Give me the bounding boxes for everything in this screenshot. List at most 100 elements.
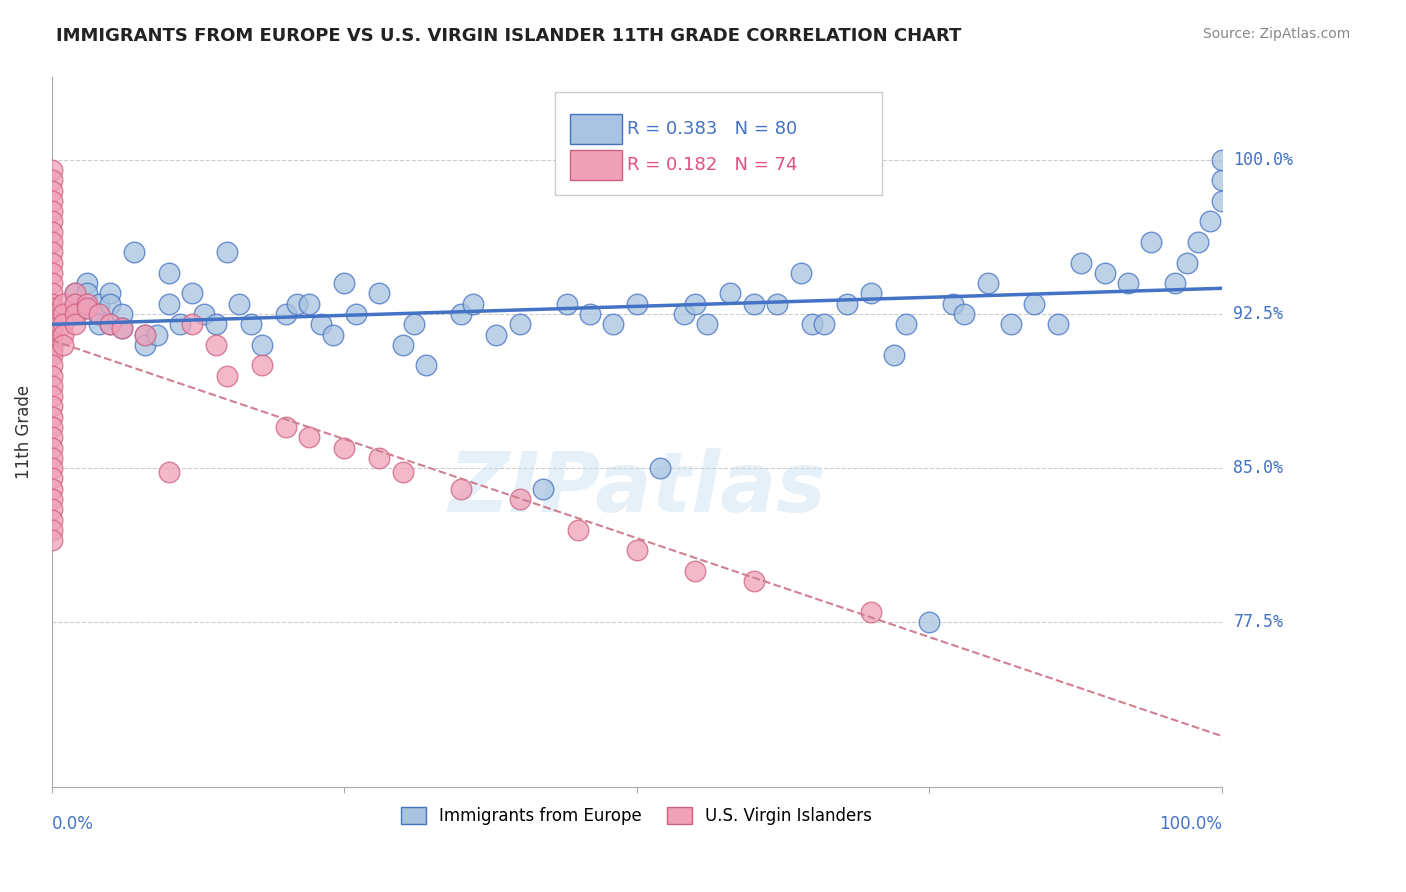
Point [41,245,63,260]
Point [41,482,63,496]
Point [672,307,695,321]
Point [41,400,63,414]
Point [252,359,274,373]
Point [579,307,602,321]
Text: 85.0%: 85.0% [1233,459,1284,477]
Point [41,471,63,485]
Point [41,430,63,444]
Point [415,359,437,373]
Point [122,245,145,260]
Point [41,214,63,228]
Point [63,307,86,321]
Point [63,296,86,310]
Point [98,286,121,301]
Point [193,307,215,321]
Point [1211,153,1233,167]
Point [41,441,63,455]
Text: R = 0.383   N = 80: R = 0.383 N = 80 [627,120,797,138]
Point [485,327,508,342]
Point [181,286,204,301]
Point [87,307,110,321]
Point [718,286,741,301]
Point [41,276,63,290]
Point [41,266,63,280]
Point [87,317,110,331]
Point [41,313,63,327]
Point [252,338,274,352]
Point [602,317,624,331]
Point [1116,276,1139,290]
Point [391,338,413,352]
Point [41,184,63,198]
Point [1094,266,1116,280]
Point [52,338,75,352]
Point [953,307,976,321]
Point [76,286,98,301]
Point [87,307,110,321]
Point [41,321,63,335]
Point [41,450,63,465]
Point [98,317,121,331]
Point [41,461,63,475]
Point [41,389,63,403]
Point [1140,235,1163,249]
Text: 77.5%: 77.5% [1233,614,1284,632]
Point [41,173,63,187]
Point [41,307,63,321]
Point [1024,296,1046,310]
Point [789,266,811,280]
Point [111,321,134,335]
Point [98,296,121,310]
Point [1199,214,1222,228]
Point [859,605,882,619]
Point [63,307,86,321]
Point [41,204,63,219]
Text: 100.0%: 100.0% [1159,815,1222,833]
Point [683,564,706,578]
Point [41,338,63,352]
Point [322,327,344,342]
Point [883,348,905,362]
Point [368,286,391,301]
Point [41,523,63,537]
FancyBboxPatch shape [569,150,621,179]
Legend: Immigrants from Europe, U.S. Virgin Islanders: Immigrants from Europe, U.S. Virgin Isla… [395,800,879,832]
Point [52,317,75,331]
Point [181,317,204,331]
Point [52,327,75,342]
Point [696,317,718,331]
Point [41,379,63,393]
Point [333,276,356,290]
Point [626,543,648,558]
Point [204,338,226,352]
Point [309,317,332,331]
Point [41,194,63,208]
Text: Source: ZipAtlas.com: Source: ZipAtlas.com [1202,27,1350,41]
Point [76,301,98,315]
Point [1175,255,1198,269]
Point [274,420,297,434]
Point [461,296,484,310]
Point [41,491,63,506]
Point [157,296,180,310]
Text: R = 0.182   N = 74: R = 0.182 N = 74 [627,156,797,174]
Point [41,317,63,331]
Point [1046,317,1069,331]
Point [1211,194,1233,208]
FancyBboxPatch shape [569,114,621,145]
Point [41,296,63,310]
Point [41,512,63,526]
Point [509,317,531,331]
Point [41,342,63,356]
Point [1164,276,1187,290]
Y-axis label: 11th Grade: 11th Grade [15,385,32,479]
Point [146,327,169,342]
Point [648,461,671,475]
Point [404,317,426,331]
Point [942,296,965,310]
Point [41,235,63,249]
Point [76,276,98,290]
Point [157,465,180,479]
Point [111,307,134,321]
Point [217,245,239,260]
